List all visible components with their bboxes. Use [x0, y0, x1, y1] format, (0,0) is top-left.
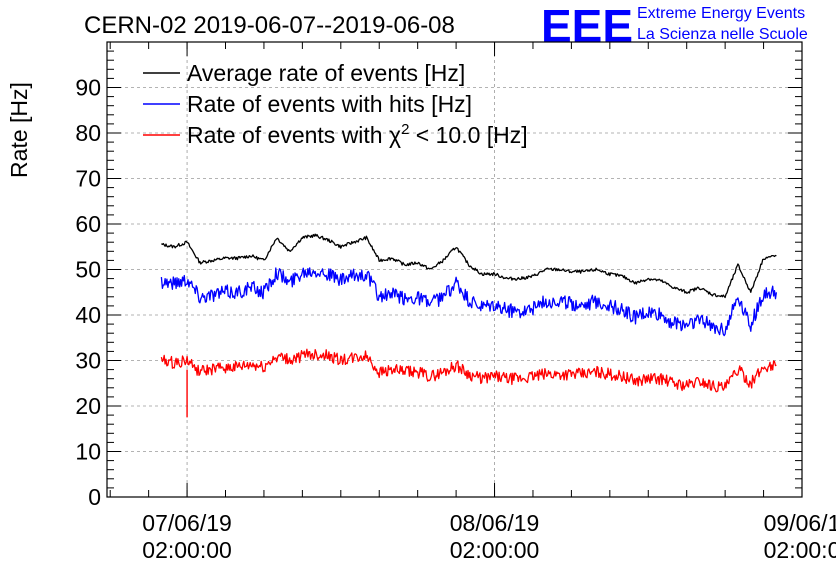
y-tick-label: 70: [75, 166, 101, 192]
logo-mark: EEE: [541, 0, 633, 52]
x-tick-date: 09/06/1: [764, 510, 836, 536]
x-tick-date: 07/06/19: [142, 510, 232, 536]
series-line-average: [161, 233, 777, 299]
y-tick-label: 90: [75, 75, 101, 101]
series-line-hits: [160, 267, 778, 337]
legend-label-hits: Rate of events with hits [Hz]: [187, 91, 472, 117]
x-tick-time: 02:00:0: [764, 537, 836, 563]
logo-line-2: La Scienza nelle Scuole: [637, 26, 808, 43]
x-tick-time: 02:00:00: [142, 537, 232, 563]
legend-label-chi2: Rate of events with χ2 < 10.0 [Hz]: [187, 121, 528, 148]
y-tick-label: 20: [75, 393, 101, 419]
eee-logo: EEE Extreme Energy Events La Scienza nel…: [541, 0, 808, 52]
x-tick-date: 08/06/19: [450, 510, 540, 536]
y-tick-label: 30: [75, 348, 101, 374]
y-tick-label: 10: [75, 439, 101, 465]
series-lines: [160, 233, 778, 418]
y-tick-label: 80: [75, 120, 101, 146]
axes: 010203040506070809007/06/1902:00:0008/06…: [75, 42, 836, 563]
chart-title: CERN-02 2019-06-07--2019-06-08: [84, 12, 455, 39]
series-line-chi2: [160, 348, 777, 393]
logo-line-1: Extreme Energy Events: [637, 5, 805, 22]
y-tick-label: 50: [75, 257, 101, 283]
y-axis-label: Rate [Hz]: [6, 82, 32, 178]
y-tick-label: 60: [75, 211, 101, 237]
x-tick-time: 02:00:00: [450, 537, 540, 563]
legend: Average rate of events [Hz] Rate of even…: [143, 60, 528, 148]
y-tick-label: 0: [88, 484, 101, 510]
y-tick-label: 40: [75, 302, 101, 328]
legend-label-average: Average rate of events [Hz]: [187, 60, 465, 86]
